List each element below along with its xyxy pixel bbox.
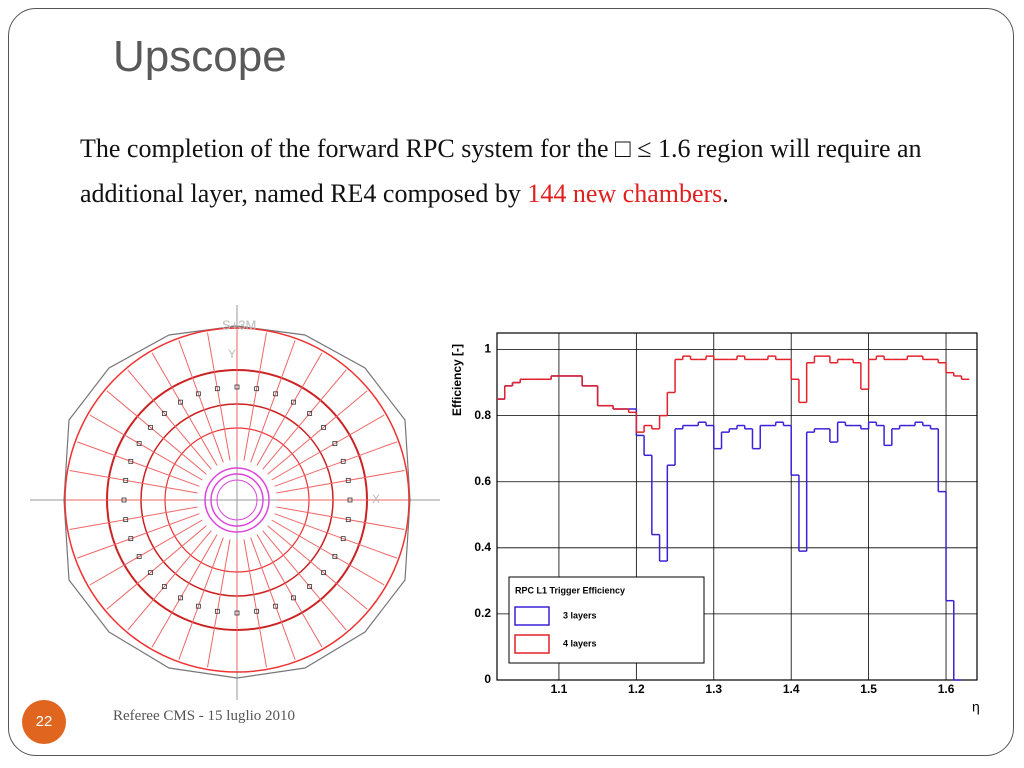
page-number: 22 bbox=[22, 700, 66, 744]
chamber-box bbox=[254, 608, 260, 614]
chamber-spoke bbox=[206, 332, 231, 461]
chamber-spoke bbox=[250, 537, 296, 660]
body-text: The completion of the forward RPC system… bbox=[80, 126, 950, 216]
chamber-box bbox=[345, 517, 351, 523]
chamber-spoke bbox=[271, 519, 385, 586]
chamber-box bbox=[195, 391, 201, 397]
chamber-spoke bbox=[178, 537, 224, 660]
chamber-box bbox=[345, 477, 351, 483]
chamber-box bbox=[178, 595, 183, 601]
chamber-box bbox=[254, 386, 260, 392]
chamber-spoke bbox=[69, 506, 198, 531]
chamber-spoke bbox=[262, 369, 347, 470]
chamber-box bbox=[128, 458, 134, 464]
chamber-box bbox=[148, 570, 153, 576]
chamber-box bbox=[136, 441, 142, 446]
chamber-box bbox=[136, 554, 142, 559]
chamber-spoke bbox=[178, 340, 224, 463]
chamber-spoke bbox=[250, 340, 296, 463]
chamber-box bbox=[321, 570, 326, 576]
chamber-box bbox=[291, 595, 296, 601]
detector-diagram: S+3M Y X bbox=[30, 305, 440, 700]
chamber-spoke bbox=[276, 469, 405, 494]
footer: Referee CMS - 15 luglio 2010 bbox=[113, 708, 296, 724]
chamber-box bbox=[307, 584, 313, 589]
chamber-spoke bbox=[274, 441, 397, 487]
body-highlight: 144 new chambers bbox=[527, 179, 723, 208]
slide-title: Upscope bbox=[113, 32, 287, 81]
chamber-box bbox=[291, 399, 296, 405]
chamber-spoke bbox=[267, 525, 368, 610]
chamber-box bbox=[148, 424, 153, 430]
chamber-box bbox=[214, 386, 220, 392]
chamber-box bbox=[178, 399, 183, 405]
chamber-box bbox=[340, 536, 346, 542]
chamber-spoke bbox=[77, 513, 200, 559]
body-text-part: . bbox=[722, 179, 729, 208]
chamber-spoke bbox=[243, 332, 268, 461]
chamber-spoke bbox=[276, 506, 405, 531]
chamber-box bbox=[332, 554, 338, 559]
chamber-box bbox=[332, 441, 338, 446]
chamber-spoke bbox=[271, 414, 385, 481]
chamber-spoke bbox=[77, 441, 200, 487]
chamber-spoke bbox=[106, 525, 207, 610]
chamber-spoke bbox=[243, 539, 268, 668]
chamber-spoke bbox=[89, 519, 203, 586]
chamber-spoke bbox=[127, 530, 212, 631]
chamber-spoke bbox=[267, 390, 368, 475]
chamber-spoke bbox=[274, 513, 397, 559]
diagram-label: Y bbox=[228, 347, 236, 361]
chamber-spoke bbox=[106, 390, 207, 475]
chamber-box bbox=[234, 610, 240, 616]
chamber-box bbox=[161, 411, 167, 416]
chamber-box bbox=[161, 584, 167, 589]
chamber-spoke bbox=[256, 352, 323, 466]
chamber-box bbox=[123, 477, 129, 483]
chamber-spoke bbox=[262, 530, 347, 631]
chamber-box bbox=[214, 608, 220, 614]
chamber-box bbox=[123, 517, 129, 523]
chamber-spoke bbox=[89, 414, 203, 481]
chamber-spoke bbox=[206, 539, 231, 668]
chamber-spoke bbox=[151, 352, 218, 466]
chamber-spoke bbox=[127, 369, 212, 470]
chamber-box bbox=[347, 497, 353, 503]
slide-frame bbox=[8, 8, 1014, 756]
chamber-spoke bbox=[151, 534, 218, 648]
chamber-box bbox=[307, 411, 313, 416]
chamber-box bbox=[273, 391, 279, 397]
chamber-box bbox=[273, 603, 279, 609]
chamber-spoke bbox=[69, 469, 198, 494]
chamber-box bbox=[321, 424, 326, 430]
diagram-label: S+3M bbox=[222, 317, 256, 332]
chamber-box bbox=[340, 458, 346, 464]
diagram-label: X bbox=[372, 492, 380, 506]
chamber-spoke bbox=[256, 534, 323, 648]
chamber-box bbox=[128, 536, 134, 542]
chamber-box bbox=[234, 384, 240, 390]
body-text-part: The completion of the forward RPC system… bbox=[80, 134, 922, 208]
chamber-box bbox=[195, 603, 201, 609]
chamber-box bbox=[121, 497, 127, 503]
